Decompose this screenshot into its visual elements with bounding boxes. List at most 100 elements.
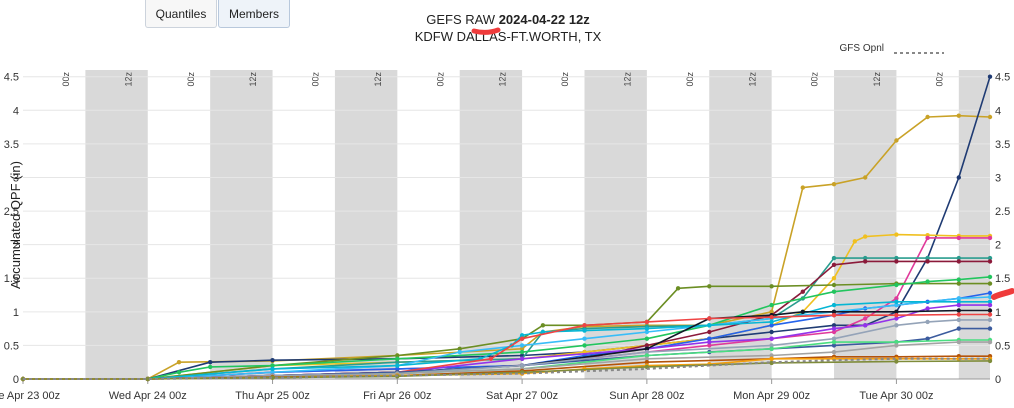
- band-label: 00z: [560, 72, 570, 87]
- data-point: [987, 290, 993, 296]
- y-tick-label-right: 4.5: [995, 72, 1010, 84]
- y-tick-label: 0.5: [4, 340, 19, 352]
- data-point: [831, 323, 837, 328]
- y-tick-label: 3.5: [4, 139, 19, 151]
- band-label: 12z: [872, 72, 882, 87]
- data-point: [987, 255, 993, 261]
- data-point: [769, 329, 774, 335]
- y-tick-label-right: 2.5: [995, 206, 1010, 218]
- data-point: [894, 232, 899, 237]
- data-point: [894, 343, 899, 348]
- night-band: [459, 70, 523, 379]
- y-tick-label-right: 1.5: [995, 273, 1010, 285]
- data-point: [270, 370, 275, 375]
- data-point: [894, 359, 899, 364]
- data-point: [956, 235, 961, 241]
- data-point: [831, 326, 837, 331]
- data-point: [987, 294, 993, 300]
- data-point: [925, 235, 930, 241]
- y-tick-label-right: 0.5: [995, 340, 1010, 352]
- data-point: [644, 343, 650, 348]
- band-label: 00z: [685, 72, 695, 87]
- data-point: [956, 259, 961, 264]
- quantiles-button[interactable]: Quantiles: [145, 0, 217, 28]
- y-tick-label: 4: [13, 105, 19, 117]
- data-point: [145, 376, 150, 382]
- members-button[interactable]: Members: [218, 0, 290, 28]
- data-point: [987, 235, 993, 241]
- data-point: [956, 255, 961, 261]
- data-point: [831, 313, 837, 318]
- data-point: [831, 302, 837, 308]
- band-label: 12z: [747, 72, 757, 87]
- data-point: [176, 360, 182, 365]
- band-label: 00z: [186, 72, 196, 87]
- data-point: [519, 356, 525, 361]
- night-bands: 00z 12z 00z 12z 00z 12z 00z 12z 00z 12z 00z 12z 00z 1…: [61, 70, 990, 379]
- data-point: [925, 114, 930, 120]
- data-point: [987, 281, 993, 286]
- data-point: [956, 302, 961, 308]
- night-band: [958, 70, 990, 379]
- data-point: [208, 360, 213, 365]
- data-point: [863, 175, 868, 180]
- data-point: [956, 308, 961, 313]
- data-point: [863, 323, 868, 328]
- band-label: 12z: [373, 72, 383, 87]
- data-point: [769, 353, 774, 358]
- chart-title: GEFS RAW 2024-04-22 12z: [426, 12, 590, 27]
- band-label: 00z: [435, 72, 445, 87]
- y-tick-label: 1: [13, 307, 19, 319]
- data-point: [707, 323, 712, 328]
- data-point: [270, 375, 275, 380]
- data-point: [644, 326, 650, 331]
- y-tick-label-right: 2: [995, 240, 1001, 252]
- band-label: 00z: [810, 72, 820, 87]
- data-point: [831, 255, 837, 261]
- data-point: [395, 356, 400, 361]
- band-label: 00z: [934, 72, 944, 87]
- data-point: [519, 349, 525, 355]
- y-tick-label-right: 0: [995, 374, 1001, 386]
- data-point: [863, 316, 868, 321]
- data-point: [831, 282, 837, 288]
- data-point: [987, 317, 993, 323]
- data-point: [519, 343, 525, 348]
- x-tick-label: Sun Apr 28 00z: [609, 390, 684, 402]
- data-point: [831, 339, 837, 345]
- data-point: [395, 363, 400, 368]
- data-point: [769, 336, 774, 341]
- data-point: [894, 299, 899, 304]
- data-point: [925, 255, 930, 261]
- data-point: [863, 255, 868, 261]
- data-point: [894, 282, 899, 288]
- data-point: [270, 363, 275, 368]
- data-point: [395, 360, 400, 365]
- data-point: [831, 262, 837, 267]
- y-tick-label: 2: [13, 240, 19, 252]
- data-point: [831, 309, 837, 314]
- y-tick-label-right: 3: [995, 172, 1001, 184]
- data-point: [519, 336, 525, 341]
- axes: 0 0 0.5 0.5 1 1 1.5 1.5 2 2 2.5 2.5 3 3 3.5 3.5 4 4 4.5 4.5…: [0, 72, 1010, 402]
- data-point: [956, 326, 961, 331]
- data-point: [644, 329, 650, 335]
- data-point: [582, 343, 587, 348]
- y-tick-label-right: 1: [995, 307, 1001, 319]
- data-point: [540, 329, 546, 335]
- data-point: [863, 234, 868, 239]
- data-point: [894, 339, 899, 345]
- chart-subtitle: KDFW DALLAS-FT.WORTH, TX: [415, 29, 602, 44]
- data-point: [956, 312, 961, 317]
- series-line: [23, 301, 990, 380]
- data-point: [395, 353, 400, 358]
- data-point: [519, 346, 525, 351]
- data-point: [831, 343, 837, 348]
- data-point: [519, 333, 525, 338]
- data-point: [540, 323, 546, 328]
- data-point: [956, 299, 961, 304]
- data-point: [956, 277, 961, 282]
- data-point: [956, 339, 961, 345]
- data-point: [894, 138, 899, 143]
- y-tick-label: 0: [13, 374, 19, 386]
